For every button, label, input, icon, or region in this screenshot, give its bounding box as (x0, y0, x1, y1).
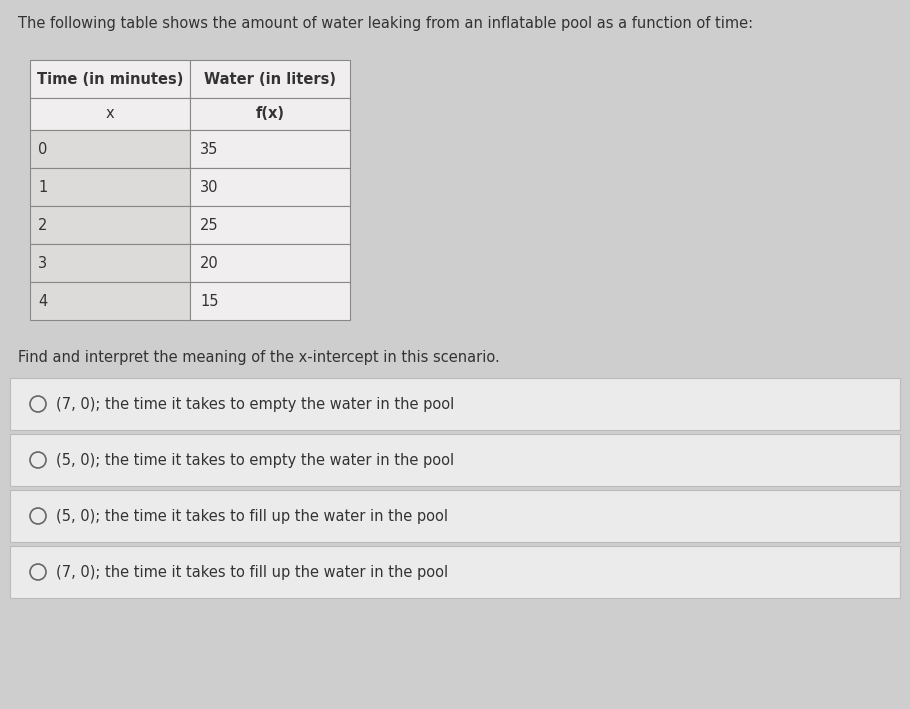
Text: x: x (106, 106, 115, 121)
Text: 30: 30 (200, 179, 218, 194)
Bar (30, 98, 190, 130)
Bar (10, 434, 900, 486)
Bar (30, 168, 190, 206)
Text: Find and interpret the meaning of the x-intercept in this scenario.: Find and interpret the meaning of the x-… (18, 350, 500, 365)
Bar (30, 130, 190, 168)
Bar (10, 378, 900, 430)
Text: (5, 0); the time it takes to empty the water in the pool: (5, 0); the time it takes to empty the w… (56, 452, 454, 467)
Bar (190, 98, 350, 130)
Text: Time (in minutes): Time (in minutes) (36, 72, 183, 86)
Bar (30, 60, 190, 98)
Text: (5, 0); the time it takes to fill up the water in the pool: (5, 0); the time it takes to fill up the… (56, 508, 448, 523)
Bar (30, 206, 190, 244)
Bar (190, 130, 350, 168)
Bar (190, 206, 350, 244)
Text: 2: 2 (38, 218, 47, 233)
Text: 0: 0 (38, 142, 47, 157)
Bar (190, 244, 350, 282)
Text: 4: 4 (38, 294, 47, 308)
Text: 25: 25 (200, 218, 218, 233)
Text: Water (in liters): Water (in liters) (204, 72, 336, 86)
Text: 35: 35 (200, 142, 218, 157)
Text: The following table shows the amount of water leaking from an inflatable pool as: The following table shows the amount of … (18, 16, 753, 31)
Text: 1: 1 (38, 179, 47, 194)
Text: 3: 3 (38, 255, 47, 271)
Bar (30, 244, 190, 282)
Text: f(x): f(x) (256, 106, 285, 121)
Text: 20: 20 (200, 255, 218, 271)
Bar (190, 282, 350, 320)
Text: (7, 0); the time it takes to empty the water in the pool: (7, 0); the time it takes to empty the w… (56, 396, 454, 411)
Text: (7, 0); the time it takes to fill up the water in the pool: (7, 0); the time it takes to fill up the… (56, 564, 448, 579)
Bar (190, 168, 350, 206)
Bar (190, 60, 350, 98)
Bar (10, 546, 900, 598)
Bar (30, 282, 190, 320)
Bar (10, 490, 900, 542)
Text: 15: 15 (200, 294, 218, 308)
